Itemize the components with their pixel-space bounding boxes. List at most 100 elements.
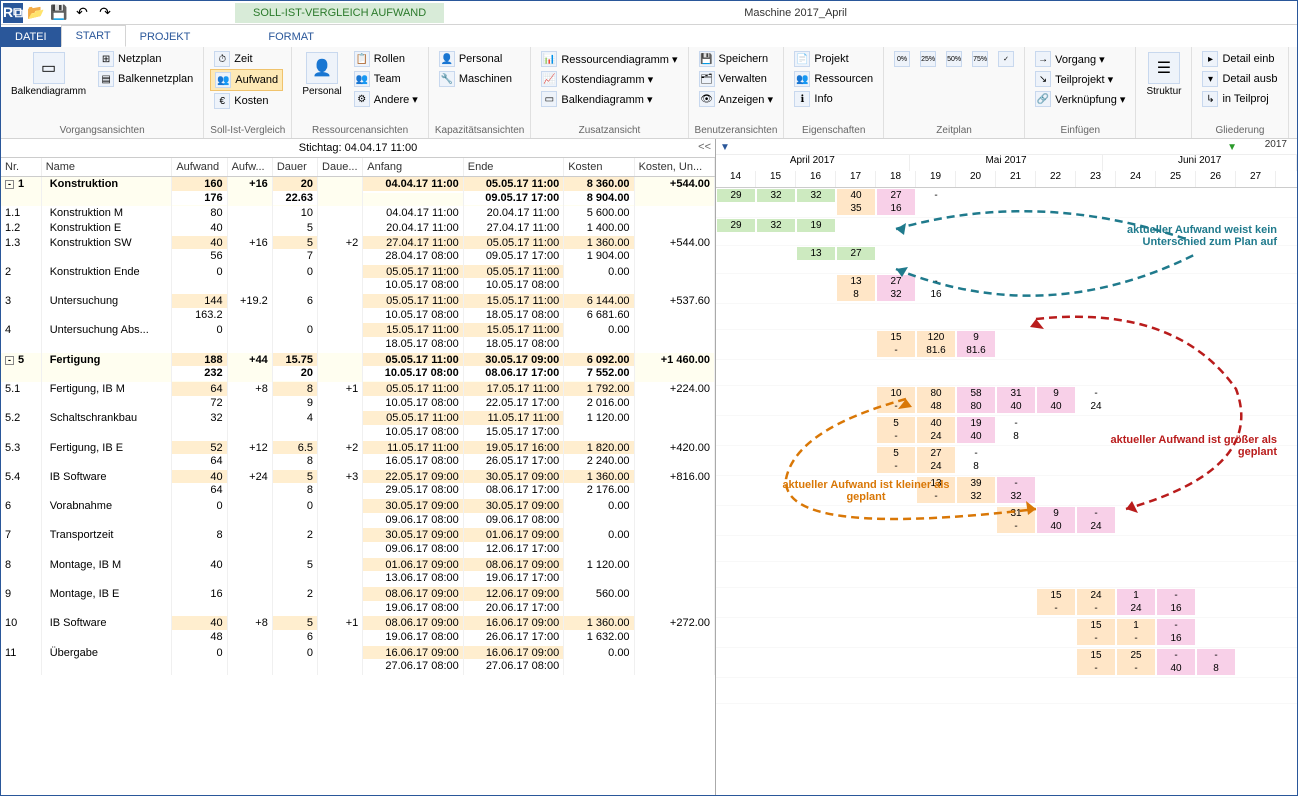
column-header[interactable]: Name: [41, 158, 172, 177]
timeline-cell: 4024: [917, 417, 955, 443]
ribbon-button[interactable]: 💾Speichern: [695, 49, 777, 69]
ribbon-button[interactable]: 👥Ressourcen: [790, 69, 877, 89]
ribbon-button[interactable]: 🔗Verknüpfung ▾: [1031, 89, 1129, 109]
ribbon-button[interactable]: ▸Detail einb: [1198, 49, 1281, 69]
timeline-week: 24: [1116, 171, 1156, 187]
quick-access-toolbar: R⧉ 📂 💾 ↶ ↷: [1, 3, 115, 23]
ribbon-button[interactable]: 👤Personal: [298, 49, 345, 100]
table-row[interactable]: 5.1Fertigung, IB M6472+889+105.05.17 11:…: [1, 382, 715, 411]
ribbon-button[interactable]: 🔧Maschinen: [435, 69, 516, 89]
table-row[interactable]: 1.2Konstruktion E40520.04.17 11:0027.04.…: [1, 221, 715, 236]
ribbon-button[interactable]: 0%: [890, 49, 914, 69]
timeline-cell: 1940: [957, 417, 995, 443]
ribbon-button[interactable]: 50%: [942, 49, 966, 69]
annotation-teal: aktueller Aufwand weist kein Unterschied…: [1077, 224, 1277, 248]
ribbon-button[interactable]: ☰Struktur: [1142, 49, 1185, 100]
column-header[interactable]: Aufw...: [227, 158, 272, 177]
timeline-cell: 32: [757, 219, 795, 232]
timeline-cell: 2724: [917, 447, 955, 473]
table-row[interactable]: -1Konstruktion160176+162022.6304.04.17 1…: [1, 177, 715, 207]
ribbon-tabs: DATEI START PROJEKT FORMAT: [1, 25, 1297, 47]
data-grid[interactable]: Nr.NameAufwandAufw...DauerDaue...AnfangE…: [1, 158, 715, 795]
ribbon-button[interactable]: 👤Personal: [435, 49, 516, 69]
open-icon[interactable]: 📂: [26, 3, 46, 23]
table-row[interactable]: 5.4IB Software4064+2458+322.05.17 09:002…: [1, 470, 715, 499]
timeline-cell: 5880: [957, 387, 995, 413]
timeline-cell: 15-: [1077, 619, 1115, 645]
collapse-icon[interactable]: <<: [698, 141, 711, 153]
ribbon-button[interactable]: ⊞Netzplan: [94, 49, 197, 69]
ribbon-button[interactable]: ⏱Zeit: [210, 49, 283, 69]
table-row[interactable]: 3Untersuchung144163.2+19.2605.05.17 11:0…: [1, 294, 715, 323]
ribbon-button[interactable]: ▭Balkendiagramm: [7, 49, 90, 100]
tab-projekt[interactable]: PROJEKT: [126, 27, 205, 47]
timeline-cell: -8: [997, 417, 1035, 443]
ribbon-button[interactable]: 25%: [916, 49, 940, 69]
table-row[interactable]: 8Montage, IB M40501.06.17 09:0013.06.17 …: [1, 558, 715, 587]
timeline-cell: -32: [997, 477, 1035, 503]
table-row[interactable]: 7Transportzeit8230.05.17 09:0009.06.17 0…: [1, 528, 715, 557]
ribbon-group-label: Gliederung: [1198, 123, 1281, 138]
table-row[interactable]: -5Fertigung188232+4415.752005.05.17 11:0…: [1, 353, 715, 382]
timeline-cell: -8: [1197, 649, 1235, 675]
table-row[interactable]: 1.1Konstruktion M801004.04.17 11:0020.04…: [1, 206, 715, 221]
timeline-cell: 27: [837, 247, 875, 260]
ribbon-button[interactable]: ↘Teilprojekt ▾: [1031, 69, 1129, 89]
ribbon-button[interactable]: ▤Balkennetzplan: [94, 69, 197, 89]
table-row[interactable]: 9Montage, IB E16208.06.17 09:0019.06.17 …: [1, 587, 715, 616]
table-row[interactable]: 4Untersuchung Abs...0015.05.17 11:0018.0…: [1, 323, 715, 352]
ribbon-button[interactable]: 👥Team: [350, 69, 422, 89]
ribbon-button[interactable]: 👁Anzeigen ▾: [695, 89, 777, 109]
tab-format[interactable]: FORMAT: [254, 27, 328, 47]
timeline-week: 26: [1196, 171, 1236, 187]
ribbon-button[interactable]: 🗂Verwalten: [695, 69, 777, 89]
table-row[interactable]: 6Vorabnahme0030.05.17 09:0009.06.17 08:0…: [1, 499, 715, 528]
timeline-week: 19: [916, 171, 956, 187]
ribbon-button[interactable]: ✓: [994, 49, 1018, 69]
ribbon-button[interactable]: 75%: [968, 49, 992, 69]
timeline-week: 16: [796, 171, 836, 187]
ribbon-button[interactable]: ⚙Andere ▾: [350, 89, 422, 109]
column-header[interactable]: Ende: [463, 158, 563, 177]
column-header[interactable]: Nr.: [1, 158, 41, 177]
timeline-cell: 3932: [957, 477, 995, 503]
save-icon[interactable]: 💾: [49, 3, 69, 23]
ribbon-button[interactable]: 📄Projekt: [790, 49, 877, 69]
tab-start[interactable]: START: [61, 25, 126, 47]
timeline-week: 22: [1036, 171, 1076, 187]
table-row[interactable]: 5.3Fertigung, IB E5264+126.58+211.05.17 …: [1, 441, 715, 470]
ribbon-button[interactable]: 📋Rollen: [350, 49, 422, 69]
ribbon-button[interactable]: ℹInfo: [790, 89, 877, 109]
tab-datei[interactable]: DATEI: [1, 27, 61, 47]
timeline-marker-right-icon[interactable]: ▼: [1227, 142, 1237, 153]
timeline-cell: 29: [717, 189, 755, 202]
timeline-month: Mai 2017: [910, 155, 1104, 171]
column-header[interactable]: Kosten, Un...: [634, 158, 714, 177]
column-header[interactable]: Anfang: [363, 158, 463, 177]
column-header[interactable]: Daue...: [318, 158, 363, 177]
table-row[interactable]: 5.2Schaltschrankbau32405.05.17 11:0010.0…: [1, 411, 715, 440]
ribbon-button[interactable]: →Vorgang ▾: [1031, 49, 1129, 69]
timeline-week: 27: [1236, 171, 1276, 187]
ribbon-button[interactable]: €Kosten: [210, 91, 283, 111]
context-tab-label: SOLL-IST-VERGLEICH AUFWAND: [235, 3, 444, 23]
table-row[interactable]: 10IB Software4048+856+108.06.17 09:0019.…: [1, 616, 715, 645]
ribbon-button[interactable]: ▾Detail ausb: [1198, 69, 1281, 89]
column-header[interactable]: Kosten: [564, 158, 634, 177]
ribbon-button[interactable]: 👥Aufwand: [210, 69, 283, 91]
ribbon-button[interactable]: ▭Balkendiagramm ▾: [537, 89, 681, 109]
table-row[interactable]: 2Konstruktion Ende0005.05.17 11:0010.05.…: [1, 265, 715, 294]
column-header[interactable]: Dauer: [272, 158, 317, 177]
redo-icon[interactable]: ↷: [95, 3, 115, 23]
undo-icon[interactable]: ↶: [72, 3, 92, 23]
table-row[interactable]: 11Übergabe0016.06.17 09:0027.06.17 08:00…: [1, 646, 715, 675]
column-header[interactable]: Aufwand: [172, 158, 227, 177]
ribbon-button[interactable]: ↳in Teilproj: [1198, 89, 1281, 109]
table-row[interactable]: 1.3Konstruktion SW4056+1657+227.04.17 11…: [1, 236, 715, 265]
timeline-marker-left-icon[interactable]: ▼: [720, 142, 730, 153]
timeline-week: 23: [1076, 171, 1116, 187]
ribbon-button[interactable]: 📈Kostendiagramm ▾: [537, 69, 681, 89]
timeline-cell: 1-: [1117, 619, 1155, 645]
ribbon-button[interactable]: 📊Ressourcendiagramm ▾: [537, 49, 681, 69]
timeline-cell: 32: [757, 189, 795, 202]
